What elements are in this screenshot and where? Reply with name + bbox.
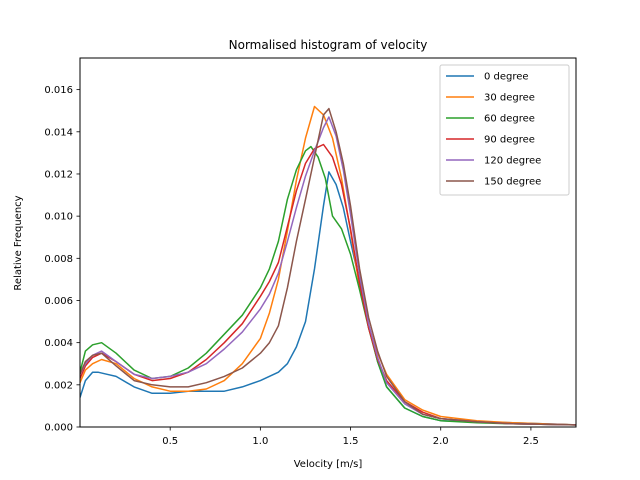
y-tick-label: 0.000 bbox=[44, 423, 73, 434]
y-tick-label: 0.002 bbox=[44, 380, 73, 391]
series-lines bbox=[80, 105, 576, 426]
y-tick-label: 0.012 bbox=[44, 169, 73, 180]
chart-title: Normalised histogram of velocity bbox=[229, 38, 428, 52]
legend-label-1: 30 degree bbox=[484, 93, 535, 104]
y-tick-label: 0.004 bbox=[44, 338, 73, 349]
legend-box bbox=[439, 64, 570, 196]
y-tick-label: 0.014 bbox=[44, 127, 73, 138]
x-tick-label: 2.5 bbox=[523, 436, 539, 447]
axes-frame bbox=[79, 57, 577, 428]
x-tick-label: 2.0 bbox=[433, 436, 449, 447]
y-tick-label: 0.010 bbox=[44, 212, 73, 223]
plot-area bbox=[79, 57, 577, 428]
series-line-4 bbox=[80, 116, 576, 426]
x-axis: 0.5 1.0 1.5 2.0 2.5 bbox=[162, 427, 539, 447]
series-line-2 bbox=[80, 145, 576, 426]
x-tick-label: 0.5 bbox=[162, 436, 178, 447]
legend-label-4: 120 degree bbox=[484, 156, 541, 167]
legend-label-2: 60 degree bbox=[484, 114, 535, 125]
legend-label-0: 0 degree bbox=[484, 72, 529, 83]
y-tick-label: 0.016 bbox=[44, 85, 73, 96]
y-tick-label: 0.008 bbox=[44, 254, 73, 265]
y-tick-label: 0.006 bbox=[44, 296, 73, 307]
x-tick-label: 1.0 bbox=[252, 436, 268, 447]
x-tick-label: 1.5 bbox=[343, 436, 359, 447]
legend-label-5: 150 degree bbox=[484, 177, 541, 188]
series-line-5 bbox=[80, 107, 576, 426]
y-axis: 0.000 0.002 0.004 0.006 0.008 0.010 0.012 0.014… bbox=[44, 85, 80, 434]
y-axis-label: Relative Frequency bbox=[13, 195, 24, 290]
legend: 0 degree 30 degree 60 degree 90 degree 120 d… bbox=[439, 64, 570, 196]
x-axis-label: Velocity [m/s] bbox=[294, 459, 363, 470]
legend-label-3: 90 degree bbox=[484, 135, 535, 146]
